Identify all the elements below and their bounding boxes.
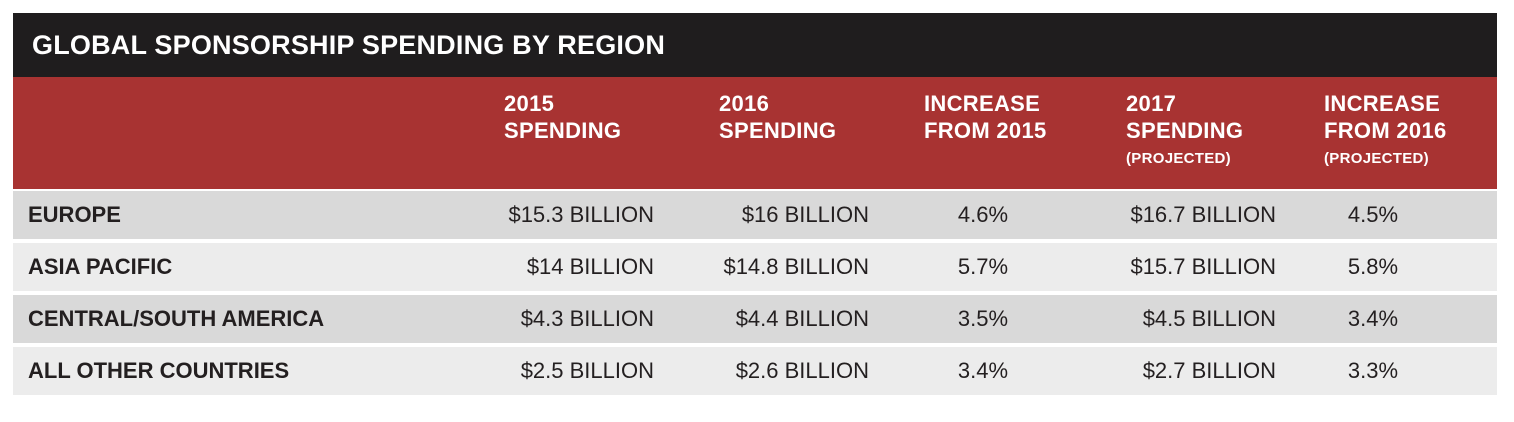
table-row: EUROPE $15.3 BILLION $16 BILLION 4.6% $1… [13, 191, 1497, 243]
cell-increase-2015: 5.7% [957, 254, 1009, 279]
cell-increase-2016: 3.3% [1347, 358, 1399, 383]
cell-2016-spending: $4.4 BILLION [735, 306, 869, 331]
header-2017-spending: 2017 SPENDING (PROJECTED) [1126, 91, 1244, 167]
sponsorship-table: GLOBAL SPONSORSHIP SPENDING BY REGION 20… [13, 13, 1497, 399]
cell-2015-spending: $2.5 BILLION [520, 358, 654, 383]
table-row: CENTRAL/SOUTH AMERICA $4.3 BILLION $4.4 … [13, 295, 1497, 347]
cell-2016-spending: $14.8 BILLION [723, 254, 869, 279]
header-row: 2015 SPENDING 2016 SPENDING INCREASE FRO… [13, 77, 1497, 191]
cell-2017-spending: $2.7 BILLION [1142, 358, 1276, 383]
cell-2015-spending: $4.3 BILLION [520, 306, 654, 331]
header-2015-spending: 2015 SPENDING [504, 91, 622, 143]
cell-2016-spending: $16 BILLION [741, 202, 869, 227]
cell-increase-2016: 5.8% [1347, 254, 1399, 279]
table-row: ALL OTHER COUNTRIES $2.5 BILLION $2.6 BI… [13, 347, 1497, 399]
cell-2016-spending: $2.6 BILLION [735, 358, 869, 383]
region-label: ALL OTHER COUNTRIES [28, 358, 290, 383]
region-label: CENTRAL/SOUTH AMERICA [28, 306, 325, 331]
cell-increase-2015: 4.6% [957, 202, 1009, 227]
cell-2017-spending: $15.7 BILLION [1130, 254, 1276, 279]
header-increase-from-2016: INCREASE FROM 2016 (PROJECTED) [1324, 91, 1447, 167]
region-label: EUROPE [28, 202, 121, 227]
cell-increase-2015: 3.5% [957, 306, 1009, 331]
header-increase-from-2015: INCREASE FROM 2015 [924, 91, 1047, 143]
header-2016-spending: 2016 SPENDING [719, 91, 837, 143]
region-label: ASIA PACIFIC [28, 254, 173, 279]
cell-increase-2016: 3.4% [1347, 306, 1399, 331]
cell-2015-spending: $15.3 BILLION [508, 202, 654, 227]
table-row: ASIA PACIFIC $14 BILLION $14.8 BILLION 5… [13, 243, 1497, 295]
table-title: GLOBAL SPONSORSHIP SPENDING BY REGION [13, 13, 1497, 77]
cell-2017-spending: $4.5 BILLION [1142, 306, 1276, 331]
cell-2017-spending: $16.7 BILLION [1130, 202, 1276, 227]
cell-increase-2015: 3.4% [957, 358, 1009, 383]
cell-2015-spending: $14 BILLION [526, 254, 654, 279]
cell-increase-2016: 4.5% [1347, 202, 1399, 227]
